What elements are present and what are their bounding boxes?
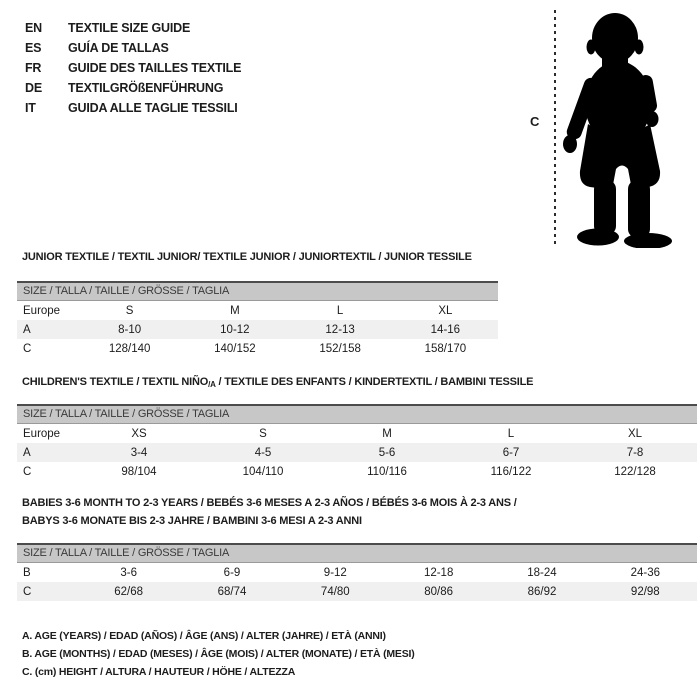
children-title-prefix: CHILDREN'S TEXTILE / TEXTIL NIÑO: [22, 376, 209, 388]
row-label-cell: C: [23, 342, 32, 355]
table-row-age-years: A 3-4 4-5 5-6 6-7 7-8: [17, 443, 697, 462]
value-cell: 110/116: [367, 465, 407, 478]
language-row-fr: FR GUIDE DES TAILLES TEXTILE: [25, 58, 241, 78]
language-row-de: DE TEXTILGRÖßENFÜHRUNG: [25, 78, 241, 98]
row-label-cell: C: [23, 465, 32, 478]
value-cell: 122/128: [614, 465, 656, 478]
language-code: ES: [25, 41, 42, 55]
babies-table: B 3-6 6-9 9-12 12-18 18-24 24-36 C 62/68…: [17, 563, 697, 601]
value-cell: 62/68: [114, 585, 144, 598]
row-label-cell: C: [23, 585, 32, 598]
size-header-band: SIZE / TALLA / TAILLE / GRÖSSE / TAGLIA: [17, 543, 697, 563]
children-title-suffix: / TEXTILE DES ENFANTS / KINDERTEXTIL / B…: [215, 376, 534, 388]
language-label: TEXTILGRÖßENFÜHRUNG: [68, 81, 224, 95]
footnote-a: A. AGE (YEARS) / EDAD (AÑOS) / ÂGE (ANS)…: [22, 630, 386, 642]
table-row-age-months: B 3-6 6-9 9-12 12-18 18-24 24-36: [17, 563, 697, 582]
value-cell: 98/104: [121, 465, 157, 478]
value-cell: 12-18: [423, 566, 454, 579]
value-cell: 24-36: [630, 566, 661, 579]
size-header-band: SIZE / TALLA / TAILLE / GRÖSSE / TAGLIA: [17, 281, 498, 301]
language-label: GUIDA ALLE TAGLIE TESSILI: [68, 101, 238, 115]
language-code: DE: [25, 81, 42, 95]
value-cell: XL: [627, 427, 643, 440]
value-cell: S: [259, 427, 267, 440]
junior-size-table: SIZE / TALLA / TAILLE / GRÖSSE / TAGLIA …: [17, 281, 498, 358]
value-cell: 18-24: [527, 566, 557, 579]
dimension-label-c: C: [530, 114, 540, 129]
language-row-es: ES GUÍA DE TALLAS: [25, 38, 241, 58]
children-table-title: CHILDREN'S TEXTILE / TEXTIL NIÑO/A / TEX…: [22, 376, 534, 389]
value-cell: 6-9: [223, 566, 241, 579]
value-cell: 68/74: [217, 585, 247, 598]
value-cell: 140/152: [214, 342, 256, 355]
value-cell: 158/170: [424, 342, 467, 355]
row-label-cell: Europe: [23, 304, 61, 317]
babies-table-title-line2: BABYS 3-6 MONATE BIS 2-3 JAHRE / BAMBINI…: [22, 515, 362, 527]
value-cell: 10-12: [220, 323, 250, 336]
table-row-height: C 98/104 104/110 110/116 116/122 122/128: [17, 462, 697, 481]
value-cell: 74/80: [320, 585, 350, 598]
language-code: FR: [25, 61, 42, 75]
value-cell: XS: [131, 427, 147, 440]
language-code: IT: [25, 101, 36, 115]
size-header-band: SIZE / TALLA / TAILLE / GRÖSSE / TAGLIA: [17, 404, 697, 424]
language-row-it: IT GUIDA ALLE TAGLIE TESSILI: [25, 98, 241, 118]
row-label-cell: Europe: [23, 427, 61, 440]
babies-size-table: SIZE / TALLA / TAILLE / GRÖSSE / TAGLIA …: [17, 543, 697, 601]
value-cell: 80/86: [424, 585, 454, 598]
footnotes: A. AGE (YEARS) / EDAD (AÑOS) / ÂGE (ANS)…: [22, 627, 415, 681]
value-cell: 12-13: [325, 323, 355, 336]
babies-table-title-line1: BABIES 3-6 MONTH TO 2-3 YEARS / BEBÉS 3-…: [22, 497, 517, 509]
value-cell: 3-6: [120, 566, 137, 579]
footnote-b: B. AGE (MONTHS) / EDAD (MESES) / ÂGE (MO…: [22, 648, 415, 660]
value-cell: 14-16: [430, 323, 461, 336]
row-label-cell: A: [23, 323, 31, 336]
children-title-sub: /A: [208, 380, 216, 389]
value-cell: 92/98: [630, 585, 660, 598]
value-cell: 8-10: [118, 323, 142, 336]
value-cell: 128/140: [108, 342, 151, 355]
value-cell: 4-5: [254, 446, 272, 459]
value-cell: 116/122: [490, 465, 532, 478]
language-label: GUIDE DES TAILLES TEXTILE: [68, 61, 242, 75]
value-cell: 104/110: [242, 465, 284, 478]
junior-table: Europe S M L XL A 8-10 10-12 12-13 14-16…: [17, 301, 498, 358]
value-cell: 3-4: [130, 446, 148, 459]
value-cell: XL: [438, 304, 453, 317]
value-cell: L: [336, 304, 344, 317]
language-label: GUÍA DE TALLAS: [68, 41, 169, 55]
table-row-height: C 128/140 140/152 152/158 158/170: [17, 339, 498, 358]
children-table: Europe XS S M L XL A 3-4 4-5 5-6 6-7 7-8…: [17, 424, 697, 481]
table-row-europe: Europe S M L XL: [17, 301, 498, 320]
value-cell: 5-6: [378, 446, 396, 459]
language-list: EN TEXTILE SIZE GUIDE ES GUÍA DE TALLAS …: [25, 18, 241, 118]
toddler-silhouette-image: [563, 13, 672, 248]
footnote-c: C. (cm) HEIGHT / ALTURA / HAUTEUR / HÖHE…: [22, 666, 296, 678]
children-size-table: SIZE / TALLA / TAILLE / GRÖSSE / TAGLIA …: [17, 404, 697, 481]
value-cell: L: [507, 427, 515, 440]
table-row-height: C 62/68 68/74 74/80 80/86 86/92 92/98: [17, 582, 697, 601]
value-cell: M: [382, 427, 392, 440]
row-label-cell: B: [23, 566, 31, 579]
value-cell: 6-7: [502, 446, 520, 459]
language-code: EN: [25, 21, 42, 35]
table-row-europe: Europe XS S M L XL: [17, 424, 697, 443]
value-cell: M: [230, 304, 240, 317]
row-label-cell: A: [23, 446, 31, 459]
value-cell: S: [125, 304, 134, 317]
value-cell: 152/158: [319, 342, 361, 355]
value-cell: 86/92: [527, 585, 557, 598]
value-cell: 9-12: [323, 566, 347, 579]
height-dimension-line: [554, 10, 556, 246]
size-guide-figure: C: [520, 0, 700, 260]
value-cell: 7-8: [626, 446, 644, 459]
language-label: TEXTILE SIZE GUIDE: [68, 21, 191, 35]
table-row-age-years: A 8-10 10-12 12-13 14-16: [17, 320, 498, 339]
junior-table-title: JUNIOR TEXTILE / TEXTIL JUNIOR/ TEXTILE …: [22, 251, 472, 263]
language-row-en: EN TEXTILE SIZE GUIDE: [25, 18, 241, 38]
